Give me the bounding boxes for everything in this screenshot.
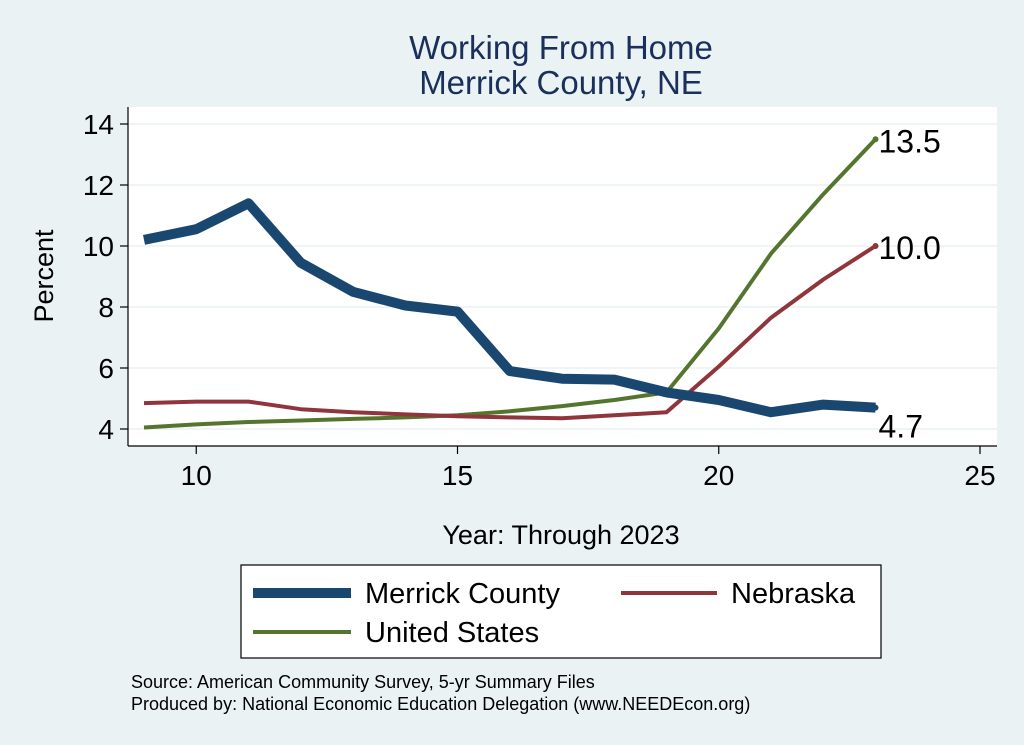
gridlines [128,123,997,430]
legend: Merrick County Nebraska United States [240,564,882,659]
y-tick-label-8: 8 [98,292,114,323]
legend-label-merrick-county: Merrick County [365,578,560,610]
end-label-nebraska: 10.0 [879,230,941,266]
y-axis-ticks: 4 6 8 10 12 14 [83,109,128,445]
legend-label-nebraska: Nebraska [731,578,856,610]
produced-by-note: Produced by: National Economic Education… [131,694,750,714]
legend-box [240,564,882,659]
x-axis-label: Year: Through 2023 [442,520,679,550]
y-tick-label-12: 12 [83,170,114,201]
chart-subtitle: Merrick County, NE [419,64,703,101]
legend-label-united-states: United States [365,617,539,649]
x-tick-label-15: 15 [442,460,473,491]
end-point-united-states [872,136,879,143]
end-label-merrick-county: 4.7 [879,409,923,445]
end-point-nebraska [872,243,879,249]
end-point-merrick-county [872,404,879,411]
chart-title: Working From Home [409,29,713,66]
plot-area [128,107,997,446]
x-tick-label-10: 10 [181,460,212,491]
y-tick-label-10: 10 [83,231,114,262]
x-axis-ticks: 10 15 20 25 [181,446,996,491]
end-label-united-states: 13.5 [879,123,941,159]
y-axis-label: Percent [29,229,59,323]
x-tick-label-25: 25 [964,460,995,491]
x-tick-label-20: 20 [703,460,734,491]
source-note: Source: American Community Survey, 5-yr … [131,672,595,692]
y-tick-label-4: 4 [98,414,114,445]
y-tick-label-6: 6 [98,353,114,384]
series-lines [142,137,877,430]
y-tick-label-14: 14 [83,109,114,140]
end-labels: 4.7 10.0 13.5 [872,123,941,445]
